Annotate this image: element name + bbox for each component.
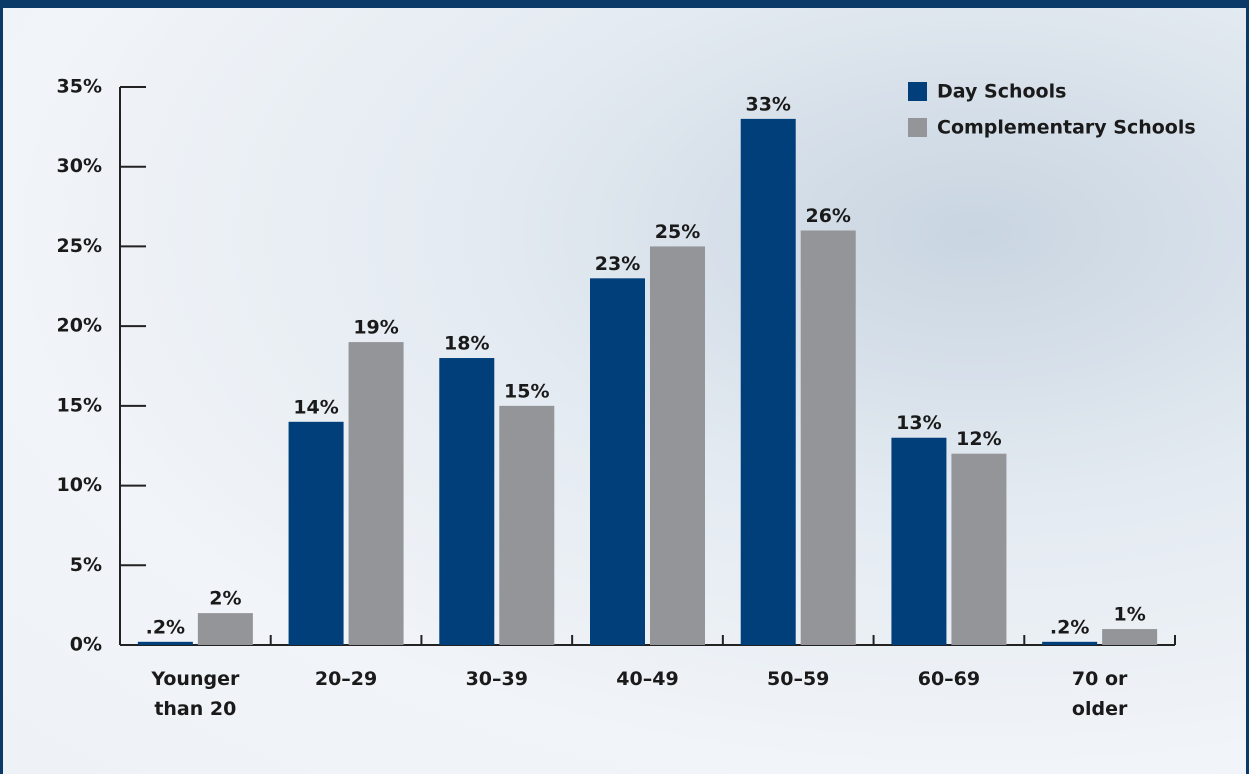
- legend-swatch: [908, 118, 927, 137]
- bar: [439, 358, 495, 645]
- value-label: .2%: [1050, 616, 1089, 638]
- x-tick-label: 70 or older: [1071, 668, 1128, 720]
- top-border: [0, 0, 1249, 8]
- value-label: 26%: [805, 205, 850, 227]
- x-tick-label: 40–49: [616, 668, 679, 690]
- bar: [740, 118, 796, 645]
- bar: [1042, 641, 1098, 645]
- y-tick-label: 30%: [57, 155, 102, 177]
- bar: [137, 641, 193, 645]
- bar: [951, 453, 1007, 645]
- y-tick-label: 35%: [57, 76, 102, 98]
- value-label: 13%: [896, 412, 941, 434]
- y-tick-label: 10%: [57, 474, 102, 496]
- legend-swatch: [908, 82, 927, 101]
- y-tick-label: 20%: [57, 315, 102, 337]
- bar: [800, 230, 856, 645]
- x-tick-label: 50–59: [767, 668, 830, 690]
- bar: [590, 278, 645, 645]
- left-border: [0, 0, 3, 774]
- x-tick-label: Younger than 20: [151, 668, 240, 720]
- y-tick-label: 0%: [70, 634, 102, 656]
- bar: [197, 613, 253, 645]
- y-tick-label: 5%: [70, 554, 102, 576]
- x-tick-label: 20–29: [314, 668, 378, 690]
- bar: [348, 342, 404, 645]
- value-label: 19%: [353, 317, 398, 339]
- legend-label: Day Schools: [937, 81, 1066, 103]
- legend-label: Complementary Schools: [937, 117, 1196, 139]
- bar: [499, 405, 555, 645]
- value-label: 1%: [1114, 604, 1146, 626]
- value-label: 12%: [956, 428, 1001, 450]
- value-label: 14%: [293, 396, 338, 418]
- value-label: 15%: [504, 380, 549, 402]
- value-label: 25%: [655, 221, 700, 243]
- x-tick-label: 60–69: [917, 668, 981, 690]
- y-tick-label: 25%: [57, 235, 102, 257]
- bar: [891, 437, 947, 645]
- y-tick-label: 15%: [57, 394, 102, 416]
- bar: [1102, 629, 1158, 645]
- x-tick-label: 30–39: [465, 668, 528, 690]
- bar: [288, 421, 344, 645]
- bar: [650, 246, 705, 645]
- right-border: [1246, 0, 1249, 774]
- value-label: 2%: [209, 588, 241, 610]
- value-label: 18%: [444, 333, 489, 355]
- value-label: .2%: [146, 616, 185, 638]
- value-label: 33%: [745, 93, 790, 115]
- value-label: 23%: [595, 253, 640, 275]
